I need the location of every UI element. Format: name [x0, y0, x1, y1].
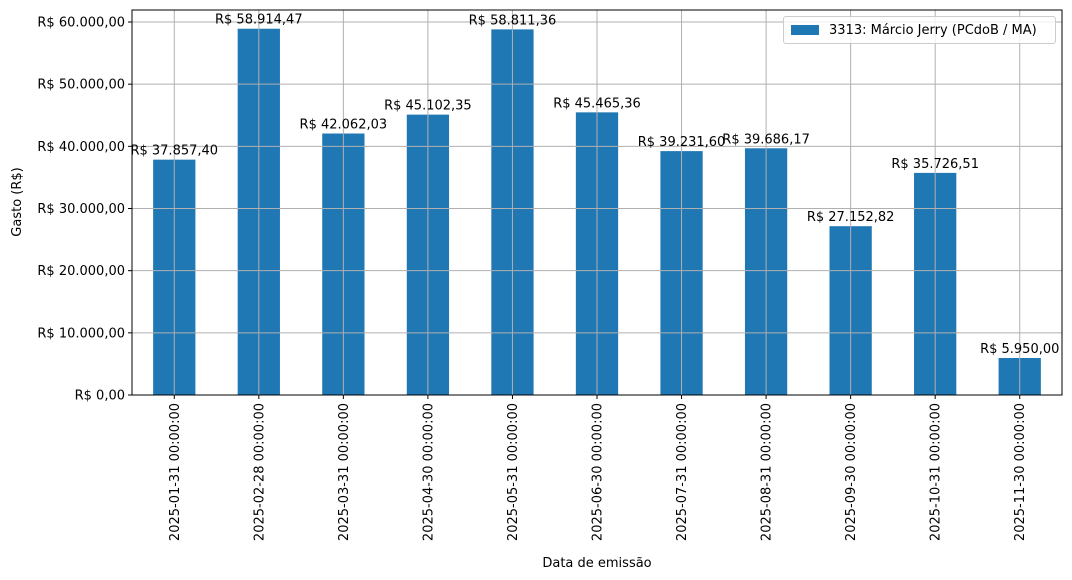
- legend-swatch: [791, 25, 819, 35]
- bar-value-label: R$ 37.857,40: [130, 144, 218, 159]
- bar-value-label: R$ 58.914,47: [215, 13, 303, 28]
- x-tick-label: 2025-07-31 00:00:00: [675, 403, 690, 541]
- y-tick-label: R$ 10.000,00: [37, 326, 125, 341]
- x-tick-label: 2025-10-31 00:00:00: [929, 403, 944, 541]
- y-axis-title: Gasto (R$): [10, 167, 25, 236]
- legend: 3313: Márcio Jerry (PCdoB / MA): [783, 16, 1056, 44]
- bar-value-label: R$ 39.686,17: [722, 132, 810, 147]
- bar-value-label: R$ 42.062,03: [300, 118, 388, 133]
- x-tick-label: 2025-02-28 00:00:00: [252, 403, 267, 541]
- bar-value-label: R$ 27.152,82: [807, 210, 895, 225]
- y-tick-label: R$ 60.000,00: [37, 15, 125, 30]
- y-tick-label: R$ 20.000,00: [37, 264, 125, 279]
- x-tick-label: 2025-04-30 00:00:00: [421, 403, 436, 541]
- y-axis: R$ 0,00 R$ 10.000,00 R$ 20.000,00 R$ 30.000…: [37, 15, 132, 404]
- x-tick-label: 2025-11-30 00:00:00: [1013, 403, 1028, 541]
- bar-value-label: R$ 58.811,36: [469, 13, 557, 28]
- x-tick-label: 2025-03-31 00:00:00: [337, 403, 352, 541]
- y-tick-label: R$ 50.000,00: [37, 78, 125, 93]
- x-tick-label: 2025-05-31 00:00:00: [506, 403, 521, 541]
- x-tick-label: 2025-06-30 00:00:00: [591, 403, 606, 541]
- x-tick-label: 2025-01-31 00:00:00: [168, 403, 183, 541]
- x-axis-title: Data de emissão: [542, 556, 651, 571]
- bar-value-label: R$ 45.102,35: [384, 99, 472, 114]
- x-axis: 2025-01-31 00:00:00 2025-02-28 00:00:00 20…: [168, 395, 1028, 541]
- y-tick-label: R$ 0,00: [75, 389, 125, 404]
- legend-label: 3313: Márcio Jerry (PCdoB / MA): [829, 22, 1037, 38]
- y-tick-label: R$ 30.000,00: [37, 202, 125, 217]
- x-tick-label: 2025-08-31 00:00:00: [760, 403, 775, 541]
- bar-value-label: R$ 45.465,36: [553, 96, 641, 111]
- x-tick-label: 2025-09-30 00:00:00: [844, 403, 859, 541]
- bar-value-label: R$ 39.231,60: [638, 135, 726, 150]
- bar-value-labels: R$ 37.857,40 R$ 58.914,47 R$ 42.062,03 R$ 4…: [130, 13, 1059, 357]
- bar-value-label: R$ 5.950,00: [980, 342, 1059, 357]
- y-tick-label: R$ 40.000,00: [37, 140, 125, 155]
- bar-value-label: R$ 35.726,51: [891, 157, 979, 172]
